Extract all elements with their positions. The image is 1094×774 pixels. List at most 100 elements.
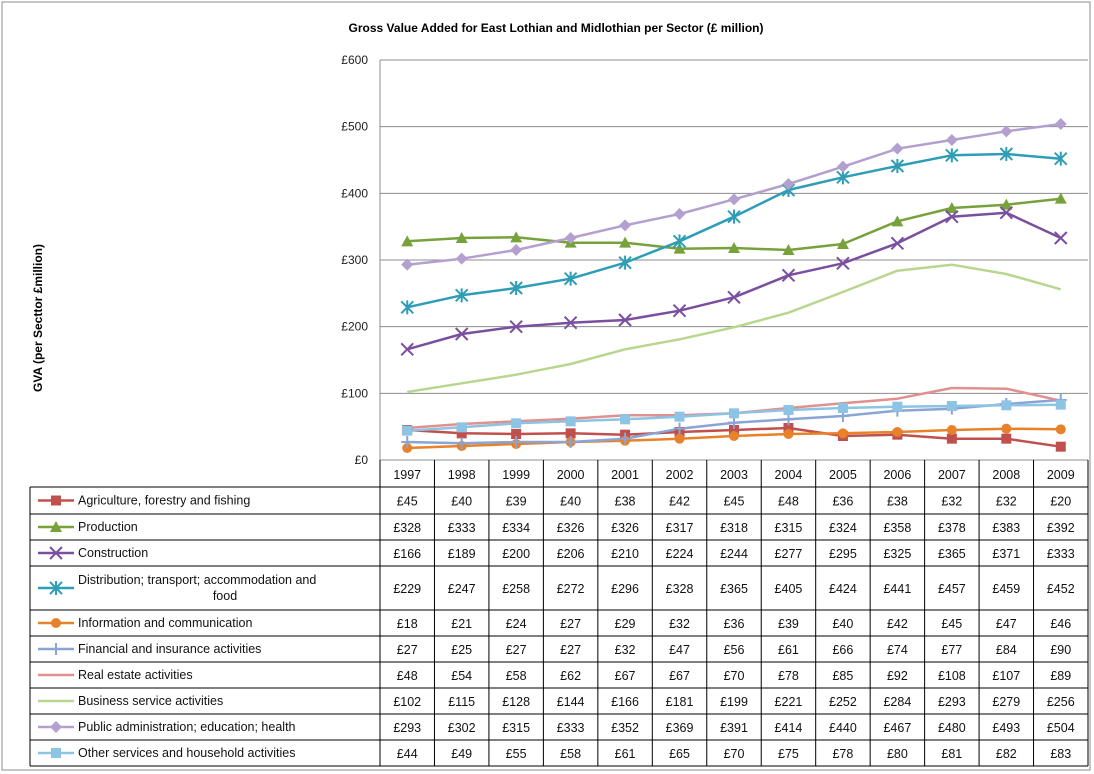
data-point-financial-and-insurance-activities: [564, 436, 577, 448]
data-label-distribution-transport-accommodation-and-food: £457: [938, 582, 966, 596]
data-point-information-and-communication: [946, 425, 957, 435]
data-label-business-service-activities: £293: [938, 695, 966, 709]
data-point-agriculture-forestry-and-fishing: [1055, 441, 1066, 452]
data-label-real-estate-activities: £92: [887, 669, 908, 683]
data-label-financial-and-insurance-activities: £90: [1050, 643, 1071, 657]
data-label-distribution-transport-accommodation-and-food: £452: [1047, 582, 1075, 596]
data-point-financial-and-insurance-activities: [728, 416, 740, 429]
data-point-agriculture-forestry-and-fishing: [729, 425, 739, 435]
data-label-business-service-activities: £256: [1047, 695, 1075, 709]
data-label-other-services-and-household-activities: £83: [1050, 747, 1071, 761]
data-label-real-estate-activities: £54: [451, 669, 472, 683]
data-label-agriculture-forestry-and-fishing: £32: [996, 495, 1017, 509]
data-label-construction: £166: [393, 547, 421, 561]
data-label-production: £378: [938, 521, 966, 535]
legend-label-production: Production: [78, 520, 138, 534]
data-point-production: [891, 215, 904, 227]
data-point-construction: [509, 319, 523, 334]
data-label-distribution-transport-accommodation-and-food: £441: [883, 582, 911, 596]
y-tick-label: £0: [355, 453, 369, 467]
legend-label-information-and-communication: Information and communication: [78, 616, 252, 630]
legend-label-real-estate-activities: Real estate activities: [78, 668, 193, 682]
y-tick-label: £600: [341, 53, 368, 67]
legend-label-agriculture-forestry-and-fishing: Agriculture, forestry and fishing: [78, 494, 250, 508]
data-point-other-services-and-household-activities: [511, 418, 522, 429]
data-label-production: £324: [829, 521, 857, 535]
data-label-business-service-activities: £128: [502, 695, 530, 709]
data-label-agriculture-forestry-and-fishing: £38: [615, 495, 636, 509]
y-tick-label: £100: [341, 386, 368, 400]
data-label-information-and-communication: £45: [941, 617, 962, 631]
x-tick-label: 1997: [393, 468, 421, 482]
data-point-distribution-transport-accommodation-and-food: [945, 148, 959, 163]
data-label-real-estate-activities: £70: [724, 669, 745, 683]
data-label-financial-and-insurance-activities: £84: [996, 643, 1017, 657]
data-point-information-and-communication: [729, 431, 739, 441]
data-point-financial-and-insurance-activities: [401, 436, 414, 448]
data-label-real-estate-activities: £108: [938, 669, 966, 683]
data-label-construction: £333: [1047, 547, 1075, 561]
data-point-production: [1000, 198, 1013, 210]
data-point-other-services-and-household-activities: [946, 401, 957, 411]
data-label-agriculture-forestry-and-fishing: £38: [887, 495, 908, 509]
legend-marker-other-services-and-household-activities: [51, 748, 61, 758]
data-label-financial-and-insurance-activities: £32: [615, 643, 636, 657]
data-label-production: £358: [883, 521, 911, 535]
data-point-distribution-transport-accommodation-and-food: [454, 288, 469, 303]
data-label-public-administration-education-health: £480: [938, 721, 966, 735]
data-label-financial-and-insurance-activities: £56: [724, 643, 745, 657]
data-point-public-administration-education-health: [564, 232, 577, 244]
data-label-distribution-transport-accommodation-and-food: £328: [666, 582, 694, 596]
data-point-other-services-and-household-activities: [1055, 399, 1066, 410]
data-label-production: £334: [502, 521, 530, 535]
data-point-agriculture-forestry-and-fishing: [1001, 433, 1012, 444]
data-point-construction: [727, 290, 741, 305]
data-label-agriculture-forestry-and-fishing: £40: [451, 495, 472, 509]
x-tick-label: 2009: [1047, 468, 1075, 482]
data-label-financial-and-insurance-activities: £27: [397, 643, 418, 657]
data-point-production: [836, 238, 849, 249]
data-point-construction: [945, 209, 959, 224]
data-label-construction: £244: [720, 547, 748, 561]
x-tick-label: 2006: [883, 468, 911, 482]
data-label-other-services-and-household-activities: £75: [778, 747, 799, 761]
data-label-public-administration-education-health: £333: [557, 721, 585, 735]
y-tick-label: £300: [341, 253, 368, 267]
data-label-agriculture-forestry-and-fishing: £42: [669, 495, 690, 509]
y-tick-label: £200: [341, 320, 368, 334]
data-label-information-and-communication: £32: [669, 617, 690, 631]
legend-label-other-services-and-household-activities: Other services and household activities: [78, 746, 295, 760]
data-point-other-services-and-household-activities: [674, 411, 685, 422]
data-point-distribution-transport-accommodation-and-food: [727, 209, 741, 224]
data-point-production: [510, 231, 523, 243]
data-label-production: £392: [1047, 521, 1075, 535]
data-label-real-estate-activities: £78: [778, 669, 799, 683]
x-tick-label: 2005: [829, 468, 857, 482]
data-label-business-service-activities: £102: [393, 695, 421, 709]
data-point-construction: [999, 205, 1014, 220]
data-point-other-services-and-household-activities: [729, 408, 739, 419]
data-point-construction: [563, 315, 578, 330]
data-point-construction: [618, 313, 632, 327]
data-label-other-services-and-household-activities: £70: [724, 747, 745, 761]
data-label-public-administration-education-health: £369: [666, 721, 694, 735]
data-point-information-and-communication: [674, 433, 685, 444]
x-tick-label: 2000: [557, 468, 585, 482]
data-label-information-and-communication: £40: [832, 617, 853, 631]
data-point-production: [782, 244, 795, 255]
data-label-information-and-communication: £47: [996, 617, 1017, 631]
x-tick-label: 2007: [938, 468, 966, 482]
data-label-business-service-activities: £144: [557, 695, 585, 709]
legend-marker-information-and-communication: [51, 618, 61, 628]
data-label-public-administration-education-health: £467: [883, 721, 911, 735]
data-point-production: [1054, 192, 1067, 204]
data-label-real-estate-activities: £58: [506, 669, 527, 683]
data-point-financial-and-insurance-activities: [455, 437, 468, 450]
data-label-production: £315: [775, 521, 803, 535]
data-label-real-estate-activities: £85: [832, 669, 853, 683]
data-label-construction: £224: [666, 547, 694, 561]
data-label-public-administration-education-health: £391: [720, 721, 748, 735]
y-tick-label: £500: [341, 120, 368, 134]
data-label-agriculture-forestry-and-fishing: £39: [506, 495, 527, 509]
